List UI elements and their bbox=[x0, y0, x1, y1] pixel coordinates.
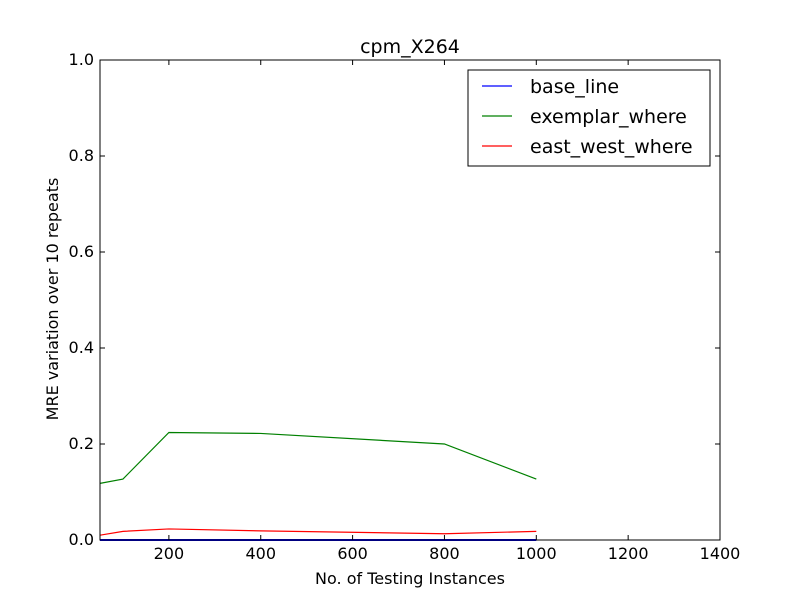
legend-label: east_west_where bbox=[530, 136, 693, 158]
x-tick-label: 200 bbox=[154, 544, 185, 563]
legend: base_line exemplar_where east_west_where bbox=[467, 69, 711, 167]
y-tick-label: 0.0 bbox=[69, 530, 94, 549]
axes-layer: 200 400 600 800 1000 1200 1400 0.0 0.2 0.4 0.6 0.8 1… bbox=[69, 50, 741, 563]
series-layer bbox=[99, 431, 537, 541]
series-line-east-west-where bbox=[99, 528, 537, 536]
plot-frame bbox=[99, 59, 721, 541]
legend-label: exemplar_where bbox=[530, 106, 687, 128]
x-tick-label: 1000 bbox=[516, 544, 557, 563]
x-tick-label: 600 bbox=[337, 544, 368, 563]
x-tick-label: 800 bbox=[429, 544, 460, 563]
y-tick-label: 1.0 bbox=[69, 50, 94, 69]
x-tick-label: 1400 bbox=[700, 544, 741, 563]
y-tick-label: 0.6 bbox=[69, 242, 94, 261]
y-tick-label: 0.4 bbox=[69, 338, 94, 357]
series-line-exemplar-where bbox=[99, 431, 537, 484]
y-tick-label: 0.8 bbox=[69, 146, 94, 165]
chart-title: cpm_X264 bbox=[360, 36, 460, 58]
x-tick-label: 1200 bbox=[608, 544, 649, 563]
x-tick-label: 400 bbox=[245, 544, 276, 563]
legend-label: base_line bbox=[530, 76, 619, 98]
y-tick-label: 0.2 bbox=[69, 434, 94, 453]
x-axis-label: No. of Testing Instances bbox=[315, 569, 505, 588]
y-axis-label: MRE variation over 10 repeats bbox=[43, 178, 62, 421]
